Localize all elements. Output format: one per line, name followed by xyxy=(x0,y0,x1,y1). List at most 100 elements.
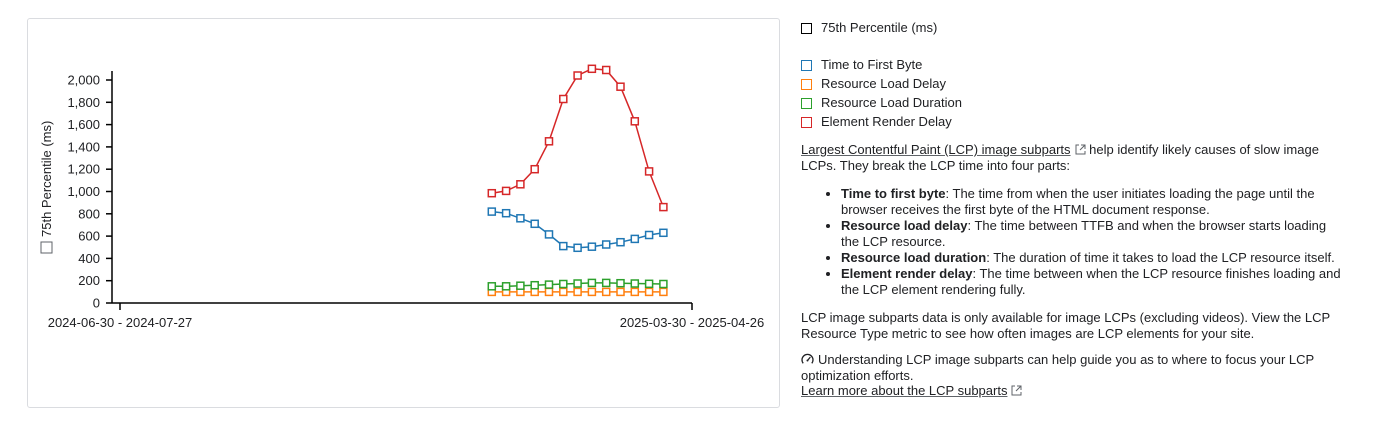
y-tick-label: 2,000 xyxy=(67,73,100,88)
data-point xyxy=(516,214,525,223)
legend-swatch-resource-load-duration xyxy=(801,97,812,109)
y-tick-label: 800 xyxy=(78,206,100,221)
data-point xyxy=(587,287,597,297)
data-point xyxy=(601,287,611,297)
term: Resource load duration xyxy=(841,250,987,265)
legend-item-element-render-delay[interactable]: Element Render Delay xyxy=(801,113,952,131)
data-point xyxy=(501,282,511,291)
data-point xyxy=(516,180,525,189)
data-point xyxy=(644,167,654,176)
data-point xyxy=(659,202,668,212)
y-tick-label: 600 xyxy=(78,229,100,244)
learn-more-link[interactable]: Learn more about the LCP subparts xyxy=(801,383,1022,398)
data-point xyxy=(544,137,554,146)
x-tick-label: 2025-03-30 - 2025-04-26 xyxy=(620,315,765,330)
lcp-subparts-link[interactable]: Largest Contentful Paint (LCP) image sub… xyxy=(801,142,1086,157)
data-point xyxy=(501,208,511,218)
y-axis-title: 75th Percentile (ms) xyxy=(39,121,54,237)
data-point xyxy=(573,279,582,288)
data-point xyxy=(573,287,582,297)
y-axis-title-group: 75th Percentile (ms) xyxy=(39,121,54,254)
list-item: Element render delay: The time between w… xyxy=(841,266,1341,298)
y-tick-label: 1,400 xyxy=(67,139,100,154)
data-point xyxy=(659,287,668,297)
data-point xyxy=(573,243,582,253)
external-link-icon xyxy=(1075,144,1086,155)
series-resource-load-duration xyxy=(487,278,668,291)
chart-card: 75th Percentile (ms) 0 200 400 600 800 1,000 1… xyxy=(27,18,780,408)
legend-swatch-ttfb xyxy=(801,59,812,71)
x-tick-label: 2024-06-30 - 2024-07-27 xyxy=(48,315,193,330)
intro-paragraph: Largest Contentful Paint (LCP) image sub… xyxy=(801,142,1341,174)
series-element-render-delay xyxy=(487,64,668,212)
data-point xyxy=(530,164,539,174)
term: Element render delay xyxy=(841,266,973,281)
definition: : The time between when the LCP resource… xyxy=(841,266,1341,297)
legend-item-ttfb[interactable]: Time to First Byte xyxy=(801,56,922,74)
y-tick-label: 1,000 xyxy=(67,184,100,199)
y-tick-label: 1,200 xyxy=(67,162,100,177)
data-point xyxy=(559,94,568,104)
data-point xyxy=(573,71,582,80)
subparts-list: Time to first byte: The time from when t… xyxy=(801,186,1341,298)
legend-item-resource-load-duration[interactable]: Resource Load Duration xyxy=(801,94,962,112)
data-point xyxy=(559,241,568,251)
data-point xyxy=(587,64,597,74)
data-point xyxy=(587,278,597,288)
legend-header[interactable]: 75th Percentile (ms) xyxy=(801,19,937,37)
data-point xyxy=(530,280,539,290)
list-item: Resource load duration: The duration of … xyxy=(841,250,1341,266)
legend-swatch-element-render-delay xyxy=(801,116,812,128)
legend-label-resource-load-delay: Resource Load Delay xyxy=(821,76,947,91)
data-point xyxy=(544,230,554,239)
series-layer xyxy=(487,64,668,297)
legend-header-checkbox[interactable] xyxy=(801,22,812,34)
data-point xyxy=(530,219,539,229)
data-point xyxy=(544,287,554,297)
term: Resource load delay xyxy=(841,218,968,233)
legend-item-resource-load-delay[interactable]: Resource Load Delay xyxy=(801,75,946,93)
x-axis-ticks: 2024-06-30 - 2024-07-27 2025-03-30 - 2025… xyxy=(48,303,765,330)
data-point xyxy=(587,242,597,251)
list-item: Resource load delay: The time between TT… xyxy=(841,218,1341,250)
description: Largest Contentful Paint (LCP) image sub… xyxy=(801,142,1341,384)
data-point xyxy=(559,279,568,289)
legend-label-element-render-delay: Element Render Delay xyxy=(821,114,952,129)
data-point xyxy=(630,117,640,126)
data-point xyxy=(487,188,497,198)
data-point xyxy=(601,278,611,288)
y-axis-legend-box xyxy=(40,241,53,254)
series-time-to-first-byte xyxy=(487,207,668,253)
term: Time to first byte xyxy=(841,186,946,201)
y-axis-ticks: 0 200 400 600 800 1,000 1,200 1,400 1,600 1,800 2,… xyxy=(67,73,112,311)
data-point xyxy=(644,287,654,297)
guide-text: Understanding LCP image subparts can hel… xyxy=(801,352,1314,383)
data-point xyxy=(616,278,625,288)
data-point xyxy=(559,287,568,297)
y-tick-label: 400 xyxy=(78,251,100,266)
legend-label-resource-load-duration: Resource Load Duration xyxy=(821,95,962,110)
data-point xyxy=(616,82,625,91)
legend-swatch-resource-load-delay xyxy=(801,78,812,90)
data-point xyxy=(659,228,668,238)
data-point xyxy=(601,65,611,75)
intro-text: help identify likely causes of slow imag… xyxy=(801,142,1319,173)
data-point xyxy=(644,230,654,240)
series-resource-load-delay xyxy=(487,287,668,297)
data-point xyxy=(630,234,640,244)
data-point xyxy=(487,282,497,291)
y-tick-label: 0 xyxy=(93,296,100,311)
list-item: Time to first byte: The time from when t… xyxy=(841,186,1341,218)
data-point xyxy=(616,287,625,297)
y-tick-label: 1,600 xyxy=(67,117,100,132)
data-point xyxy=(616,237,625,247)
definition: : The time from when the user initiates … xyxy=(841,186,1315,217)
y-tick-label: 1,800 xyxy=(67,95,100,110)
data-point xyxy=(501,186,511,196)
guide-note: Understanding LCP image subparts can hel… xyxy=(801,352,1341,384)
y-tick-label: 200 xyxy=(78,273,100,288)
line-chart: 75th Percentile (ms) 0 200 400 600 800 1,000 1… xyxy=(39,64,765,330)
data-point xyxy=(601,240,611,249)
availability-note: LCP image subparts data is only availabl… xyxy=(801,310,1330,341)
learn-more-link-row: Learn more about the LCP subparts xyxy=(801,383,1022,399)
